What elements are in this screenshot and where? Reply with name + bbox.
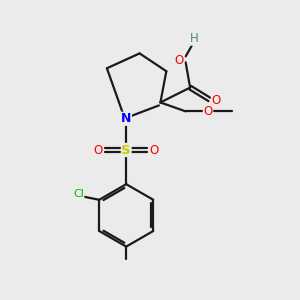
Text: O: O <box>93 143 103 157</box>
Text: N: N <box>121 112 131 125</box>
Text: O: O <box>150 143 159 157</box>
Text: O: O <box>203 105 213 118</box>
Text: O: O <box>175 54 184 67</box>
Text: H: H <box>190 32 199 45</box>
Text: O: O <box>212 94 220 107</box>
Text: Cl: Cl <box>73 189 84 199</box>
Text: S: S <box>122 143 131 157</box>
